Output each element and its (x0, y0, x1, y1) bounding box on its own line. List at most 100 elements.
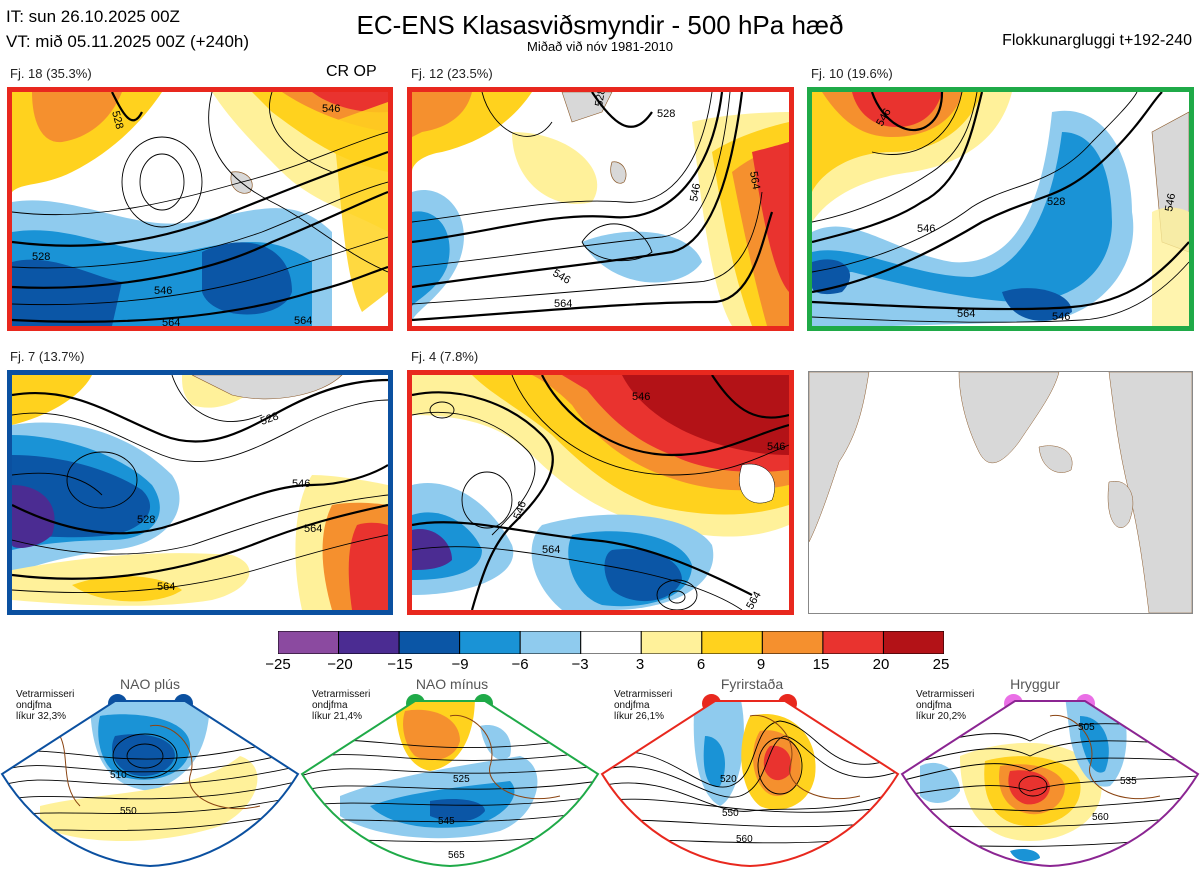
colorbar-label: 6 (696, 656, 706, 673)
regime-4-contour-label: 505 (1078, 722, 1095, 733)
panel-1-contour-label: 546 (322, 103, 340, 115)
page-subtitle: Miðað við nóv 1981-2010 (527, 39, 673, 54)
regime-2-contour-label: 525 (453, 774, 470, 785)
panel-3-contour-label: 546 (1052, 311, 1070, 323)
cluster-map-1-graphic: 528 546 528 546 564 564 (12, 92, 388, 326)
regime-3-title: Fyrirstaða (720, 676, 784, 692)
colorbar-segment (882, 631, 944, 654)
panel-1-label: Fj. 18 (35.3%) (10, 66, 92, 81)
regime-note-line: Vetrarmisseri (312, 689, 371, 700)
page-title: EC-ENS Klasasviðsmyndir - 500 hPa hæð (356, 10, 844, 40)
regime-2-contour-label: 565 (448, 850, 465, 861)
classification-window: Flokkunargluggi t+192-240 (1002, 32, 1192, 49)
regime-4-title: Hryggur (1010, 676, 1060, 692)
regime-1-title: NAO plús (120, 676, 180, 692)
cluster-map-4-graphic: 528 546 564 528 564 (12, 375, 388, 610)
regime-note-line: líkur 32,3% (16, 711, 67, 722)
panel-5-contour-label: 546 (767, 441, 785, 453)
cluster-map-1[interactable]: 528 546 528 546 564 564 (7, 87, 393, 331)
regime-3-contour-label: 520 (720, 774, 737, 785)
panel-4-label: Fj. 7 (13.7%) (10, 349, 85, 364)
panel-5-contour-label: 546 (512, 500, 530, 521)
regime-2-title: NAO mínus (415, 676, 489, 692)
regime-note-line: líkur 26,1% (614, 711, 665, 722)
cluster-map-3-graphic: 546 528 546 564 546 546 (812, 92, 1189, 326)
panel-3-contour-label: 546 (1163, 192, 1178, 212)
panel-1-contour-label: 528 (109, 110, 125, 131)
panel-3-contour-label: 564 (957, 308, 975, 320)
panel-2-contour-label: 564 (554, 298, 572, 310)
regime-note-line: ondjfma (16, 700, 52, 711)
colorbar-segment (701, 631, 763, 654)
regime-note-line: ondjfma (916, 700, 952, 711)
regime-4-contour-label: 560 (1092, 812, 1109, 823)
cluster-map-5[interactable]: 546 546 546 564 564 (407, 370, 794, 615)
regime-2-note: Vetrarmisseri ondjfma líkur 21,4% (312, 689, 370, 722)
colorbar-label: 25 (932, 656, 950, 673)
panel-4-contour-label: 528 (259, 410, 280, 428)
valid-time: VT: mið 05.11.2025 00Z (+240h) (6, 32, 250, 51)
regime-note-line: Vetrarmisseri (16, 689, 75, 700)
regime-3-contour-label: 560 (736, 834, 753, 845)
colorbar-label: −3 (571, 656, 589, 673)
panel-2-contour-label: 528 (593, 92, 608, 108)
regime-4-contour-label: 535 (1120, 776, 1137, 787)
panel-1-contour-label: 564 (294, 315, 312, 326)
regime-note-line: ondjfma (614, 700, 650, 711)
colorbar-label: −15 (387, 656, 413, 673)
colorbar-label: 15 (812, 656, 830, 673)
regime-2-contour-label: 545 (438, 816, 455, 827)
panel-1-contour-label: 528 (32, 251, 50, 263)
panel-1-tag: CR OP (326, 63, 377, 80)
colorbar-label: −6 (511, 656, 529, 673)
panel-5-label: Fj. 4 (7.8%) (411, 349, 479, 364)
colorbar-segment (640, 631, 703, 654)
initial-time: IT: sun 26.10.2025 00Z (6, 7, 180, 26)
regime-note-line: Vetrarmisseri (614, 689, 673, 700)
panel-3-label: Fj. 10 (19.6%) (811, 66, 893, 81)
regime-1-contour-label: 550 (120, 806, 137, 817)
cluster-map-2-graphic: 528 528 546 564 546 564 (412, 92, 789, 326)
panel-2-contour-label: 564 (747, 170, 762, 190)
panel-5-contour-label: 564 (542, 544, 560, 556)
regime-4-map: 505 535 560 (900, 700, 1200, 868)
colorbar-segment (519, 631, 582, 654)
header-info: IT: sun 26.10.2025 00Z VT: mið 05.11.202… (6, 4, 249, 54)
regime-4-note: Vetrarmisseri ondjfma líkur 20,2% (916, 689, 974, 722)
regime-note-line: ondjfma (312, 700, 348, 711)
regime-note-line: líkur 20,2% (916, 711, 967, 722)
blank-map-graphic (809, 372, 1192, 613)
regime-1-map: 510 550 (0, 700, 300, 868)
regime-3-map: 520 550 560 (600, 700, 900, 868)
panel-4-contour-label: 564 (157, 581, 175, 593)
colorbar (278, 631, 944, 654)
colorbar-segment (459, 631, 521, 654)
panel-1-contour-label: 546 (154, 285, 172, 297)
colorbar-segment (398, 631, 461, 654)
panel-2-contour-label: 546 (688, 182, 703, 202)
regime-1-contour-label: 510 (110, 770, 127, 781)
colorbar-segment (338, 631, 400, 654)
blank-map (808, 371, 1193, 614)
cluster-map-5-graphic: 546 546 546 564 564 (412, 375, 789, 610)
panel-4-contour-label: 528 (137, 514, 155, 526)
cluster-map-3[interactable]: 546 528 546 564 546 546 (807, 87, 1194, 331)
panel-4-contour-label: 564 (304, 523, 322, 535)
colorbar-label: −20 (327, 656, 353, 673)
colorbar-segment (278, 631, 340, 654)
regime-3-note: Vetrarmisseri ondjfma líkur 26,1% (614, 689, 672, 722)
colorbar-segment (822, 631, 884, 654)
panel-4-contour-label: 546 (292, 478, 310, 490)
regime-3-contour-label: 550 (722, 808, 739, 819)
regime-note-line: Vetrarmisseri (916, 689, 975, 700)
cluster-map-4[interactable]: 528 546 564 528 564 (7, 370, 393, 615)
regime-1-note: Vetrarmisseri ondjfma líkur 32,3% (16, 689, 74, 722)
colorbar-segment (580, 631, 642, 654)
regime-2-map: 525 545 565 (300, 700, 600, 868)
colorbar-segment (761, 631, 824, 654)
colorbar-label: 3 (635, 656, 645, 673)
cluster-map-2[interactable]: 528 528 546 564 546 564 (407, 87, 794, 331)
panel-2-contour-label: 528 (657, 108, 675, 120)
panel-3-contour-label: 546 (917, 223, 935, 235)
colorbar-label: −25 (265, 656, 291, 673)
